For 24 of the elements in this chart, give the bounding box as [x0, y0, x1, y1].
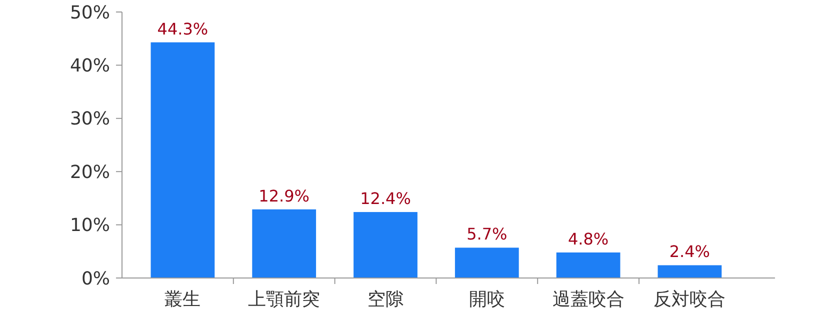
data-label: 2.4% — [669, 242, 710, 262]
data-label: 44.3% — [157, 19, 208, 38]
bar — [658, 265, 722, 278]
x-tick-label: 開咬 — [468, 289, 505, 310]
x-tick-label: 過蓋咬合 — [552, 289, 624, 310]
x-tick-label: 反対咬合 — [654, 289, 726, 310]
data-label: 12.9% — [258, 186, 310, 206]
y-tick-label: 40% — [70, 56, 110, 76]
bar — [354, 212, 418, 278]
x-tick-label: 空隙 — [368, 289, 404, 310]
y-tick-label: 10% — [70, 215, 110, 236]
x-tick-label: 叢生 — [164, 289, 201, 310]
data-label: 4.8% — [568, 229, 609, 248]
y-tick-label: 50% — [70, 2, 110, 24]
y-tick-label: 30% — [70, 108, 110, 130]
data-label: 12.4% — [360, 189, 411, 208]
bar — [252, 209, 316, 278]
bar — [150, 42, 215, 278]
x-tick-label: 上顎前突 — [248, 289, 320, 310]
bar — [454, 248, 519, 278]
y-tick-label: 0% — [81, 268, 110, 290]
y-tick-label: 20% — [70, 162, 110, 183]
data-label: 5.7% — [466, 224, 508, 244]
bar — [556, 252, 620, 278]
